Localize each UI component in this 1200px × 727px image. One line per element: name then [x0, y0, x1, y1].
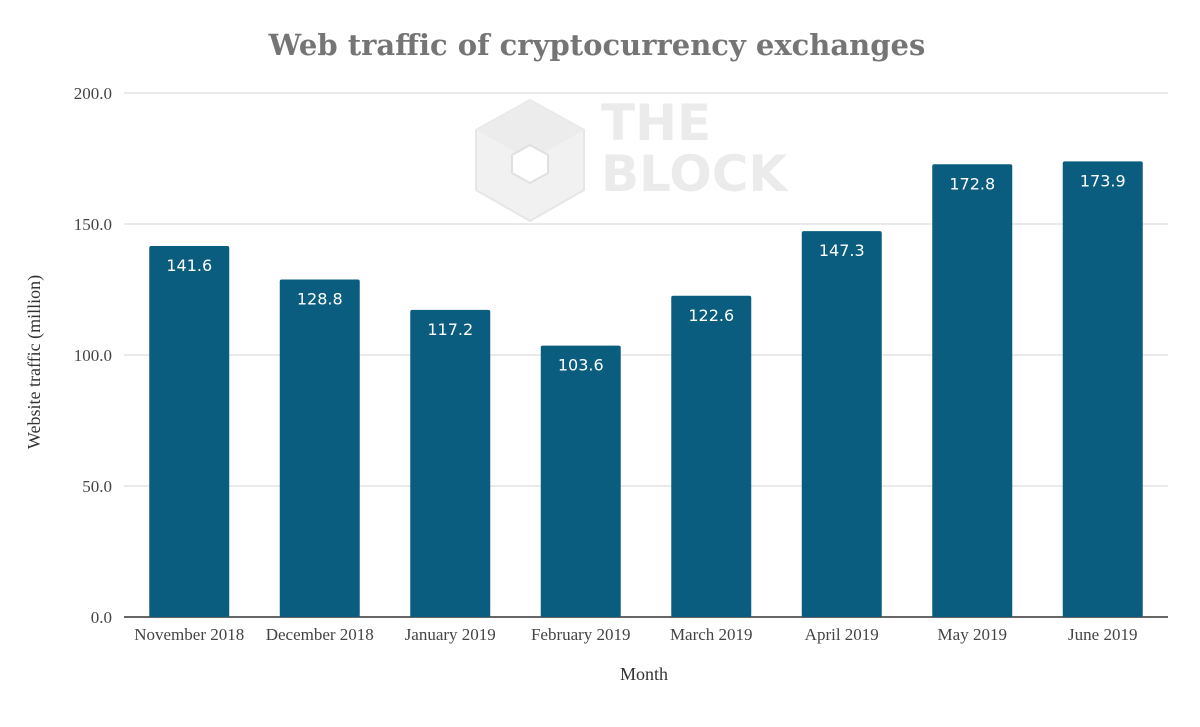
watermark-cube-face: [476, 100, 584, 160]
bar: [540, 345, 621, 617]
y-tick-label: 100.0: [74, 346, 112, 365]
y-tick-label: 0.0: [91, 608, 112, 627]
x-tick-label: April 2019: [805, 625, 879, 644]
bar: [932, 164, 1013, 618]
x-axis-ticks: November 2018 December 2018 January 2019 Fe…: [134, 625, 1137, 644]
bar: [1062, 161, 1143, 617]
bar: [149, 246, 230, 617]
watermark-text: THE: [601, 94, 711, 152]
y-axis-ticks: 0.0 50.0 100.0 150.0 200.0: [74, 84, 112, 627]
y-tick-label: 150.0: [74, 215, 112, 234]
x-axis-title: Month: [620, 664, 668, 684]
data-label: 147.3: [819, 241, 865, 260]
watermark-text-2: BLOCK: [601, 145, 789, 203]
data-label: 122.6: [688, 306, 734, 325]
watermark-cube-core: [511, 143, 549, 185]
data-label: 173.9: [1080, 171, 1126, 190]
y-tick-label: 200.0: [74, 84, 112, 103]
bar: [410, 309, 491, 617]
data-label: 103.6: [558, 356, 604, 375]
bars: 141.6 128.8 117.2 103.6 122.6 147.3 172.8 173.9: [149, 161, 1143, 618]
data-label: 128.8: [297, 290, 343, 309]
x-tick-label: February 2019: [531, 625, 631, 644]
x-tick-label: January 2019: [405, 625, 496, 644]
data-label: 172.8: [949, 174, 995, 193]
chart-title: Web traffic of cryptocurrency exchanges: [268, 28, 926, 62]
x-tick-label: March 2019: [670, 625, 753, 644]
bar: [671, 295, 752, 617]
bar: [801, 231, 882, 617]
watermark-logo: THE BLOCK: [475, 94, 789, 223]
x-tick-label: November 2018: [134, 625, 244, 644]
x-tick-label: December 2018: [266, 625, 374, 644]
x-tick-label: May 2019: [938, 625, 1007, 644]
bar: [279, 279, 360, 617]
y-tick-label: 50.0: [82, 477, 112, 496]
y-axis-title: Website traffic (million): [24, 275, 45, 449]
data-label: 141.6: [166, 256, 212, 275]
data-label: 117.2: [427, 320, 473, 339]
x-tick-label: June 2019: [1068, 625, 1137, 644]
